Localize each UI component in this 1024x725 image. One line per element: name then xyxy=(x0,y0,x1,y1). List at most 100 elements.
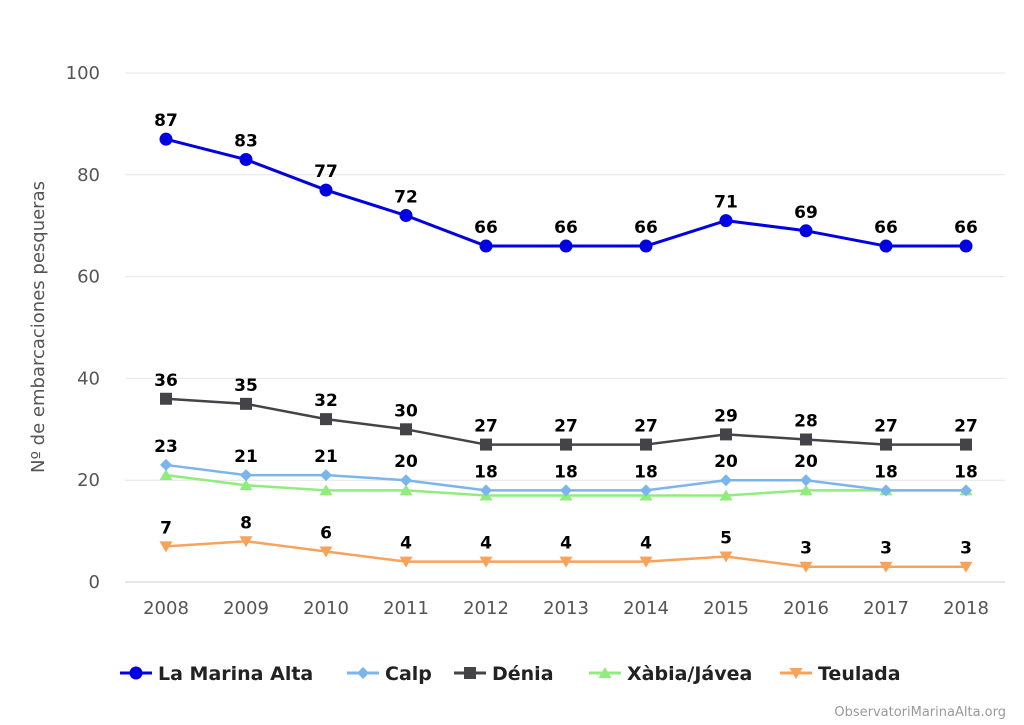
point-teulada[interactable] xyxy=(319,546,333,558)
point-calp[interactable] xyxy=(880,484,892,497)
point-teulada[interactable] xyxy=(239,536,253,548)
data-labels: 7 8 6 4 4 4 4 5 3 3 3 36 35 32 30 27 27 27 29 28 27 27 23 21 21 2… xyxy=(154,111,978,559)
legend-item-xabia-javea[interactable]: Xàbia/Jávea xyxy=(589,663,752,685)
legend-symbol-xabia-javea xyxy=(598,667,612,678)
data-label-denia: 36 xyxy=(154,371,178,391)
grid-lines xyxy=(125,72,1005,583)
data-label-teulada: 4 xyxy=(480,534,492,554)
legend-symbol-la-marina-alta xyxy=(129,666,143,680)
data-label-teulada: 4 xyxy=(640,534,652,554)
point-calp[interactable] xyxy=(400,474,412,487)
point-la-marina-alta[interactable] xyxy=(959,239,973,253)
point-teulada[interactable] xyxy=(959,561,973,573)
point-calp[interactable] xyxy=(240,469,252,482)
data-label-denia: 27 xyxy=(634,417,658,437)
data-label-teulada: 3 xyxy=(960,539,972,559)
point-xabia-javea[interactable] xyxy=(239,479,253,491)
data-label-la-marina-alta: 77 xyxy=(314,162,338,182)
point-la-marina-alta[interactable] xyxy=(719,214,733,228)
point-la-marina-alta[interactable] xyxy=(639,239,653,253)
data-label-teulada: 3 xyxy=(800,539,812,559)
y-tick-label: 100 xyxy=(66,63,100,84)
data-label-la-marina-alta: 66 xyxy=(474,218,498,238)
point-denia[interactable] xyxy=(320,413,332,426)
data-label-calp: 21 xyxy=(234,447,258,467)
series-calp[interactable] xyxy=(160,458,972,497)
point-teulada[interactable] xyxy=(879,561,893,573)
point-la-marina-alta[interactable] xyxy=(239,153,253,167)
point-calp[interactable] xyxy=(960,484,972,497)
point-calp[interactable] xyxy=(160,458,172,471)
legend-symbol-teulada xyxy=(789,668,803,679)
point-calp[interactable] xyxy=(480,484,492,497)
data-label-calp: 18 xyxy=(634,462,658,482)
point-xabia-javea[interactable] xyxy=(159,469,173,481)
y-axis-ticks: 0 20 40 60 80 100 xyxy=(66,63,100,593)
data-label-la-marina-alta: 69 xyxy=(794,203,818,223)
point-teulada[interactable] xyxy=(799,561,813,573)
point-denia[interactable] xyxy=(400,423,412,436)
data-label-teulada: 8 xyxy=(240,513,252,533)
data-label-la-marina-alta: 66 xyxy=(634,218,658,238)
data-label-teulada: 6 xyxy=(320,523,332,543)
point-denia[interactable] xyxy=(480,438,492,451)
series-teulada[interactable] xyxy=(159,536,973,573)
point-la-marina-alta[interactable] xyxy=(879,239,893,253)
data-label-denia: 35 xyxy=(234,376,258,396)
y-tick-label: 20 xyxy=(77,470,100,491)
legend-item-la-marina-alta[interactable]: La Marina Alta xyxy=(120,663,313,685)
data-label-denia: 29 xyxy=(714,406,738,426)
x-tick-label: 2015 xyxy=(703,598,749,619)
point-la-marina-alta[interactable] xyxy=(399,209,413,223)
point-la-marina-alta[interactable] xyxy=(479,239,493,253)
legend-item-denia[interactable]: Dénia xyxy=(454,663,554,685)
x-tick-label: 2010 xyxy=(303,598,349,619)
point-denia[interactable] xyxy=(160,392,172,405)
y-tick-label: 80 xyxy=(77,165,100,186)
point-la-marina-alta[interactable] xyxy=(799,224,813,238)
point-teulada[interactable] xyxy=(479,556,493,568)
point-xabia-javea[interactable] xyxy=(719,489,733,501)
point-calp[interactable] xyxy=(720,474,732,487)
point-denia[interactable] xyxy=(720,428,732,441)
x-tick-label: 2016 xyxy=(783,598,829,619)
point-denia[interactable] xyxy=(800,433,812,446)
point-teulada[interactable] xyxy=(559,556,573,568)
data-label-denia: 32 xyxy=(314,391,338,411)
point-la-marina-alta[interactable] xyxy=(319,183,333,197)
point-denia[interactable] xyxy=(960,438,972,451)
point-calp[interactable] xyxy=(800,474,812,487)
point-denia[interactable] xyxy=(240,397,252,410)
data-label-calp: 18 xyxy=(954,462,978,482)
point-xabia-javea[interactable] xyxy=(799,484,813,496)
point-teulada[interactable] xyxy=(159,541,173,553)
point-teulada[interactable] xyxy=(399,556,413,568)
point-xabia-javea[interactable] xyxy=(319,484,333,496)
point-calp[interactable] xyxy=(560,484,572,497)
point-la-marina-alta[interactable] xyxy=(159,132,173,146)
point-la-marina-alta[interactable] xyxy=(559,239,573,253)
point-calp[interactable] xyxy=(640,484,652,497)
data-label-calp: 21 xyxy=(314,447,338,467)
x-tick-label: 2014 xyxy=(623,598,669,619)
credit-text[interactable]: ObservatoriMarinaAlta.org xyxy=(834,705,1006,720)
point-denia[interactable] xyxy=(880,438,892,451)
point-denia[interactable] xyxy=(560,438,572,451)
y-axis-label: Nº de embarcaciones pesqueras xyxy=(28,181,49,473)
data-label-denia: 27 xyxy=(554,417,578,437)
point-denia[interactable] xyxy=(640,438,652,451)
data-label-la-marina-alta: 71 xyxy=(714,193,738,213)
legend[interactable]: La Marina Alta Calp Dénia Xàbia/Jávea Teulad… xyxy=(120,663,901,685)
point-teulada[interactable] xyxy=(719,551,733,563)
point-calp[interactable] xyxy=(320,469,332,482)
point-xabia-javea[interactable] xyxy=(399,484,413,496)
point-teulada[interactable] xyxy=(639,556,653,568)
legend-item-teulada[interactable]: Teulada xyxy=(780,663,901,685)
data-label-teulada: 4 xyxy=(400,534,412,554)
data-label-la-marina-alta: 66 xyxy=(954,218,978,238)
series-denia[interactable] xyxy=(160,392,972,451)
series-la-marina-alta[interactable] xyxy=(159,132,973,253)
x-tick-label: 2012 xyxy=(463,598,509,619)
legend-item-calp[interactable]: Calp xyxy=(347,663,432,685)
